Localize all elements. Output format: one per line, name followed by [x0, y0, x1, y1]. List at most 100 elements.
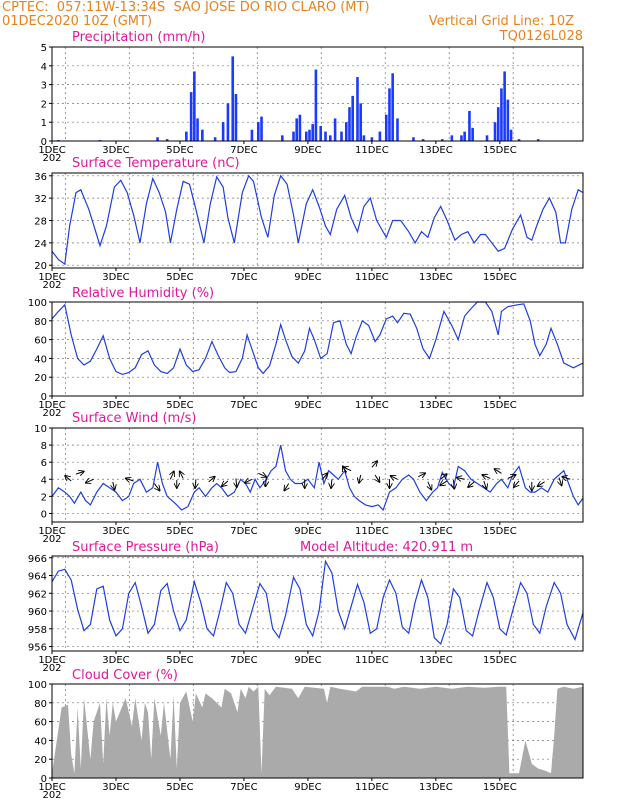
- wind-ytick-label-0: 0: [41, 509, 47, 520]
- precip-bar-32: [351, 95, 354, 141]
- precip-xtick-label-1: 3DEC: [102, 145, 129, 156]
- wind-arrow-10: [208, 476, 215, 483]
- wind-arrow-19: [331, 479, 332, 488]
- precip-bar-42: [412, 137, 415, 141]
- cloud-ytick-label-1: 20: [34, 755, 47, 766]
- wind-ytick-label-2: 4: [41, 475, 47, 486]
- precip-bar-19: [295, 118, 299, 141]
- precip-bar-45: [450, 135, 454, 141]
- precip-bar-49: [471, 127, 474, 141]
- precip-xtick-label-7: 15DEC: [483, 145, 517, 156]
- precip-bar-48: [468, 110, 471, 141]
- precip-bar-54: [503, 71, 506, 141]
- wind-xtick-label-6: 13DEC: [419, 526, 453, 537]
- wind-arrow-21: [343, 467, 352, 471]
- wind-arrow-9: [195, 479, 196, 488]
- precip-bar-27: [328, 135, 332, 141]
- cloud-xtick-label-0: 1DEC: [38, 782, 65, 793]
- precip-bar-24: [314, 69, 318, 141]
- wind-arrow-36: [494, 469, 502, 473]
- wind-arrow-34: [484, 480, 487, 489]
- wind-arrow-13: [245, 479, 253, 483]
- cloud-ytick-label-3: 60: [34, 718, 47, 729]
- rh-series-line: [51, 301, 584, 376]
- precip-frame: [51, 46, 584, 142]
- precip-bar-29: [340, 131, 343, 141]
- wind-frame: [51, 427, 584, 523]
- cloud-xtick-label-5: 11DEC: [355, 782, 389, 793]
- precip-bar-44: [440, 139, 444, 141]
- precip-bar-58: [536, 139, 540, 141]
- rh-xtick-label-7: 15DEC: [483, 400, 517, 411]
- temp-series-line: [51, 174, 584, 266]
- rh-xtick-label-5: 11DEC: [355, 400, 389, 411]
- precip-ytick-label-2: 2: [41, 99, 47, 110]
- pres-xtick-label-2: 5DEC: [166, 655, 193, 666]
- precip-bar-22: [308, 129, 311, 141]
- precip-bar-17: [281, 135, 284, 141]
- wind-arrow-27: [418, 473, 425, 477]
- temp-panel-title: Surface Temperature (nC): [72, 156, 240, 171]
- rh-ytick-label-0: 0: [41, 392, 47, 403]
- precip-bar-51: [493, 122, 497, 141]
- header-run-time: 01DEC2020 10Z (GMT): [2, 14, 152, 29]
- precip-bar-30: [344, 122, 348, 141]
- temp-xtick-label-7: 15DEC: [483, 272, 517, 283]
- rh-year-fragment: 202: [42, 408, 61, 419]
- wind-arrow-30: [440, 481, 448, 486]
- precip-bar-39: [388, 88, 391, 141]
- wind-series-line: [51, 444, 584, 512]
- rh-ytick-label-1: 20: [34, 373, 47, 384]
- wind-arrow-33: [468, 482, 475, 487]
- precip-ytick-label-5: 5: [41, 43, 47, 54]
- wind-arrow-2: [86, 479, 94, 483]
- pres-xtick-label-4: 9DEC: [294, 655, 321, 666]
- temp-ytick-label-3: 32: [34, 194, 47, 205]
- wind-arrow-18: [322, 473, 327, 480]
- precip-bar-8: [201, 129, 204, 141]
- wind-arrow-8: [180, 471, 184, 479]
- pres-ytick-label-0: 956: [28, 643, 47, 654]
- rh-ytick-label-4: 80: [34, 317, 47, 328]
- precip-bar-38: [384, 114, 388, 141]
- wind-xtick-label-1: 3DEC: [102, 526, 129, 537]
- wind-arrow-29: [440, 474, 447, 479]
- precip-bar-47: [463, 131, 466, 141]
- precip-xtick-label-6: 13DEC: [419, 145, 453, 156]
- rh-xtick-label-6: 13DEC: [419, 400, 453, 411]
- wind-xtick-label-4: 9DEC: [294, 526, 321, 537]
- precip-bar-14: [250, 129, 254, 141]
- wind-arrow-24: [375, 474, 380, 482]
- precip-xtick-label-3: 7DEC: [230, 145, 257, 156]
- pres-ytick-label-1: 958: [28, 625, 47, 636]
- cloud-xtick-label-3: 7DEC: [230, 782, 257, 793]
- pres-xtick-label-6: 13DEC: [419, 655, 453, 666]
- precip-ytick-label-4: 4: [41, 62, 47, 73]
- cloud-ytick-label-2: 40: [34, 736, 47, 747]
- cloud-cover-area: [52, 686, 583, 778]
- temp-frame: [51, 172, 584, 269]
- wind-arrow-31: [453, 480, 454, 489]
- wind-arrow-4: [126, 478, 134, 481]
- precip-bar-34: [359, 103, 362, 141]
- precip-bar-56: [509, 129, 513, 141]
- precip-bar-15: [257, 122, 260, 141]
- rh-panel: 0 20 40 60 80 100 1DEC 3DEC 5DEC 7DEC 9DEC 11DEC 13D…: [28, 298, 584, 419]
- temp-xtick-label-0: 1DEC: [38, 272, 65, 283]
- precip-bar-50: [485, 135, 489, 141]
- wind-arrow-32: [457, 478, 465, 480]
- precip-xtick-label-0: 1DEC: [38, 145, 65, 156]
- rh-xtick-label-2: 5DEC: [166, 400, 193, 411]
- precip-bar-37: [378, 131, 382, 141]
- wind-xtick-label-7: 15DEC: [483, 526, 517, 537]
- wind-arrow-11: [222, 480, 229, 486]
- cloud-xtick-label-1: 3DEC: [102, 782, 129, 793]
- pres-series-line: [51, 559, 584, 645]
- precip-bar-52: [496, 107, 500, 141]
- wind-xtick-label-0: 1DEC: [38, 526, 65, 537]
- pres-panel: 956 958 960 962 964 966 1DEC 3DEC 5DEC 7DEC 9DEC 11…: [28, 554, 584, 674]
- pres-xtick-label-7: 15DEC: [483, 655, 517, 666]
- precip-bar-12: [231, 56, 235, 141]
- cloud-xtick-label-2: 5DEC: [166, 782, 193, 793]
- pressure-panel-title: Surface Pressure (hPa): [72, 540, 219, 555]
